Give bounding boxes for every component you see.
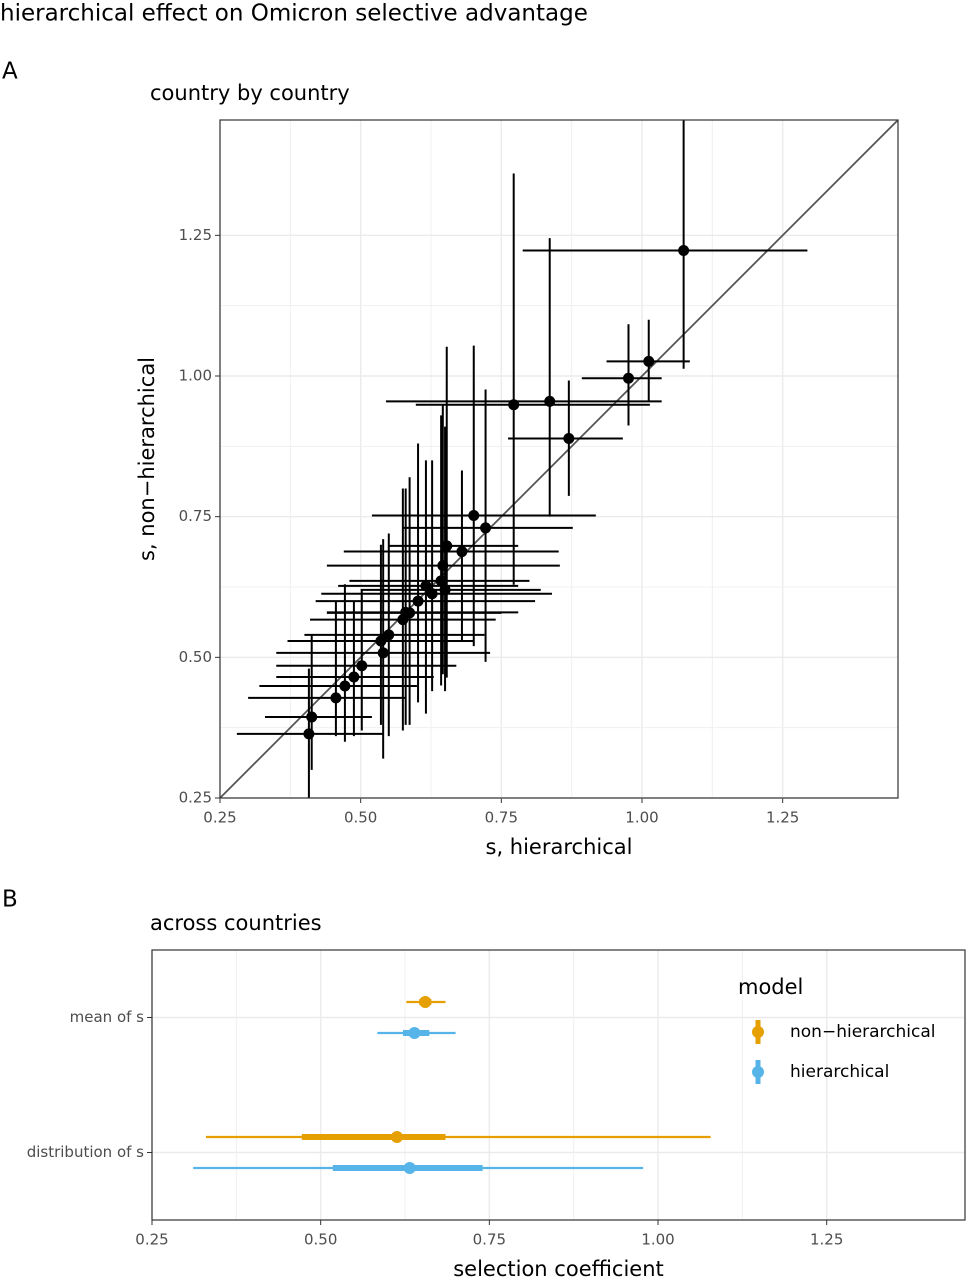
- y-tick-label: 1.25: [179, 226, 212, 244]
- point: [420, 580, 432, 592]
- plot-border: [219, 119, 899, 799]
- point: [508, 399, 520, 411]
- point: [408, 1027, 421, 1039]
- point: [439, 584, 451, 596]
- point: [375, 635, 387, 647]
- point: [419, 996, 432, 1008]
- point: [412, 595, 424, 607]
- point: [426, 588, 438, 600]
- panel-label: B: [2, 887, 18, 913]
- point: [303, 728, 315, 740]
- subtitle: country by country: [150, 81, 350, 105]
- y-tick-label: distribution of s: [27, 1143, 144, 1161]
- x-tick-label: 0.50: [304, 1231, 337, 1249]
- point: [544, 395, 556, 407]
- identity-line: [220, 120, 898, 798]
- legend-key-point: [752, 1026, 764, 1038]
- x-tick-label: 1.25: [810, 1231, 843, 1249]
- point: [643, 355, 655, 367]
- figure-title: hierarchical effect on Omicron selective…: [0, 1, 588, 27]
- legend-label: non−hierarchical: [790, 1022, 936, 1042]
- point: [435, 575, 447, 587]
- point: [330, 692, 342, 704]
- point: [306, 711, 318, 723]
- legend-label: hierarchical: [790, 1062, 889, 1082]
- x-tick-label: 0.75: [485, 809, 518, 827]
- point: [456, 546, 468, 558]
- x-tick-label: 1.00: [625, 809, 658, 827]
- y-tick-label: 1.00: [179, 367, 212, 385]
- point: [441, 540, 453, 552]
- point: [400, 606, 412, 618]
- point: [480, 522, 492, 534]
- point: [622, 372, 634, 384]
- plot-layer: [220, 120, 898, 798]
- x-tick-label: 0.25: [203, 809, 236, 827]
- y-axis-title: s, non−hierarchical: [135, 357, 159, 561]
- point: [437, 560, 449, 572]
- y-tick-label: mean of s: [70, 1008, 145, 1026]
- y-tick-label: 0.75: [179, 507, 212, 525]
- point: [678, 245, 690, 257]
- y-tick-label: 0.50: [179, 648, 212, 666]
- panel-label: A: [2, 59, 18, 85]
- subtitle: across countries: [150, 911, 322, 935]
- point: [390, 1131, 403, 1143]
- legend-key-point: [752, 1066, 764, 1078]
- x-tick-label: 1.00: [641, 1231, 674, 1249]
- point: [383, 629, 395, 641]
- plot-border: [151, 949, 966, 1221]
- point: [377, 647, 389, 659]
- point: [403, 1162, 416, 1174]
- point: [339, 680, 351, 692]
- point: [563, 432, 575, 444]
- x-axis-title: s, hierarchical: [486, 835, 633, 859]
- x-tick-label: 1.25: [766, 809, 799, 827]
- point: [356, 660, 368, 672]
- y-tick-label: 0.25: [179, 789, 212, 807]
- x-axis-title: selection coefficient: [453, 1257, 664, 1280]
- x-tick-label: 0.75: [473, 1231, 506, 1249]
- x-tick-label: 0.50: [344, 809, 377, 827]
- legend-title: model: [738, 975, 803, 999]
- point: [348, 671, 360, 683]
- x-tick-label: 0.25: [135, 1231, 168, 1249]
- point: [468, 510, 480, 522]
